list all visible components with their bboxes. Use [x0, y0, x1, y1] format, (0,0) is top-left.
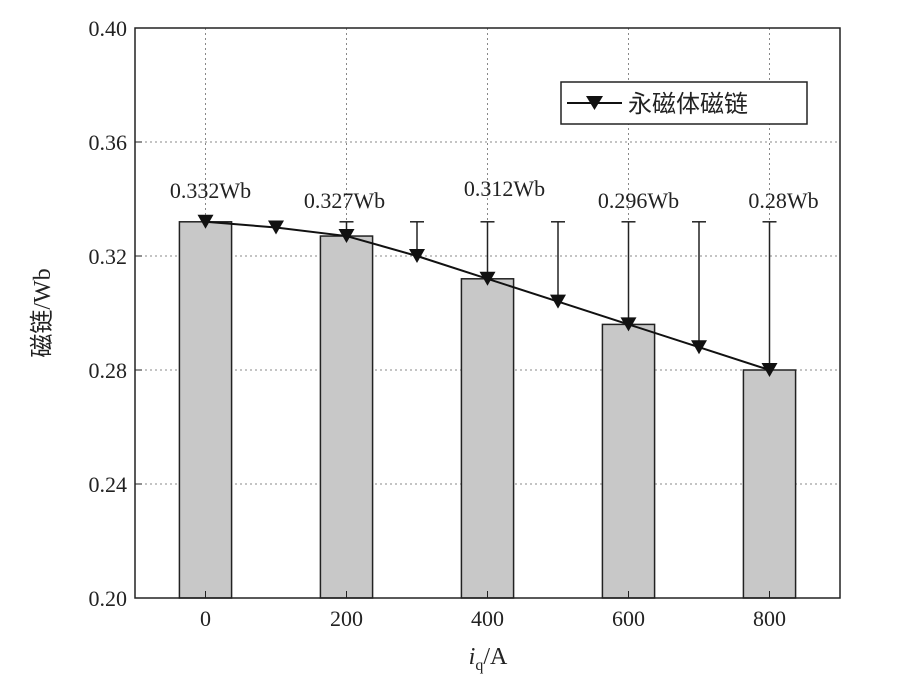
- bars: [178, 221, 797, 599]
- x-tick-label: 200: [330, 606, 363, 631]
- triangle-down-marker: [620, 317, 637, 332]
- data-labels: 0.332Wb 0.327Wb 0.312Wb 0.296Wb 0.28Wb: [170, 176, 819, 213]
- triangle-down-marker: [761, 363, 778, 377]
- x-axis-label-sub: q: [475, 657, 483, 674]
- triangle-down-marker: [691, 340, 707, 355]
- y-tick-label: 0.32: [89, 244, 128, 269]
- error-bars: [269, 221, 777, 370]
- x-axis-label: iq/A: [469, 644, 508, 674]
- triangle-down-marker: [550, 294, 566, 309]
- bar: [742, 369, 797, 599]
- triangle-down-marker: [338, 229, 355, 244]
- y-tick-label: 0.20: [89, 586, 128, 611]
- triangle-down-marker: [268, 220, 284, 235]
- legend-marker-icon: [586, 96, 603, 110]
- x-axis-label-unit: /A: [483, 644, 508, 670]
- y-tick-label: 0.40: [89, 16, 128, 41]
- data-label: 0.332Wb: [170, 178, 251, 203]
- data-label: 0.312Wb: [464, 176, 545, 201]
- triangle-down-marker: [197, 214, 214, 229]
- bar: [178, 221, 233, 599]
- ticks: 0 200 400 600 800 0.20 0.24 0.28 0.32 0.36 0.40: [89, 16, 787, 631]
- y-tick-label: 0.36: [89, 130, 128, 155]
- bar: [460, 278, 515, 599]
- x-axis-label-var: i: [469, 644, 476, 670]
- y-tick-label: 0.28: [89, 358, 128, 383]
- series-line: [197, 214, 778, 377]
- triangle-down-marker: [479, 271, 496, 286]
- x-tick-label: 400: [471, 606, 504, 631]
- legend: 永磁体磁链: [560, 81, 808, 125]
- triangle-down-marker: [409, 249, 425, 263]
- x-tick-label: 800: [753, 606, 786, 631]
- x-tick-label: 0: [200, 606, 211, 631]
- bar: [601, 323, 656, 599]
- y-axis-label: 磁链/Wb: [29, 268, 56, 357]
- data-label: 0.296Wb: [598, 188, 679, 213]
- bar: [319, 235, 374, 599]
- legend-label: 永磁体磁链: [628, 91, 748, 118]
- x-tick-label: 600: [612, 606, 645, 631]
- data-label: 0.28Wb: [748, 188, 818, 213]
- data-label: 0.327Wb: [304, 188, 385, 213]
- y-tick-label: 0.24: [89, 472, 128, 497]
